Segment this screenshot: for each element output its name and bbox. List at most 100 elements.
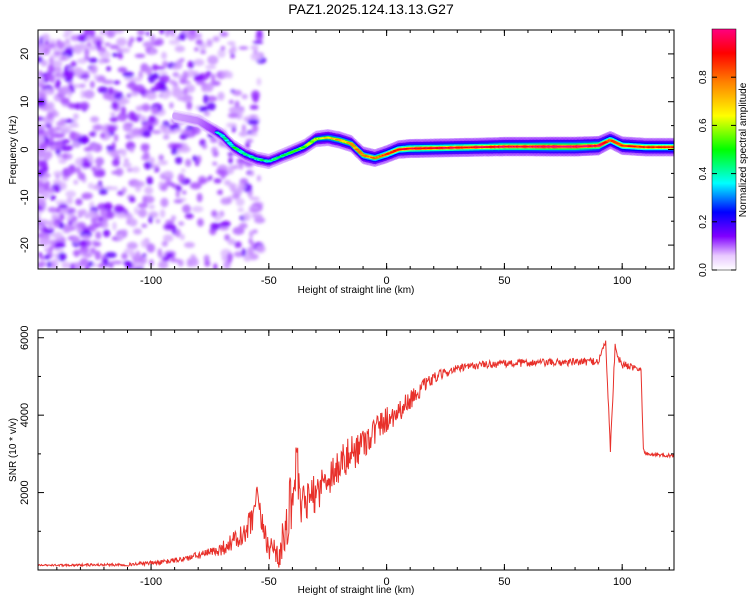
noise-blob bbox=[143, 195, 155, 204]
noise-blob bbox=[191, 71, 199, 76]
noise-blob bbox=[213, 178, 222, 184]
noise-blob bbox=[175, 156, 183, 165]
noise-blob bbox=[227, 41, 236, 46]
noise-blob bbox=[58, 203, 68, 209]
x-tick-label: 0 bbox=[384, 576, 390, 588]
noise-blob bbox=[197, 155, 202, 164]
noise-blob bbox=[48, 223, 53, 230]
noise-blob bbox=[113, 186, 118, 191]
noise-blob bbox=[172, 64, 179, 71]
noise-blob bbox=[84, 48, 90, 57]
noise-blob bbox=[210, 222, 221, 231]
noise-blob bbox=[192, 155, 198, 162]
noise-blob bbox=[38, 210, 42, 218]
noise-blob bbox=[189, 182, 202, 190]
noise-blob bbox=[72, 220, 78, 228]
noise-blob bbox=[219, 221, 229, 227]
snr-marks bbox=[38, 340, 674, 568]
noise-blob bbox=[187, 69, 195, 78]
noise-blob bbox=[219, 226, 230, 231]
noise-blob bbox=[179, 58, 185, 62]
noise-blob bbox=[93, 74, 99, 80]
noise-blob bbox=[44, 247, 50, 253]
noise-blob bbox=[158, 70, 168, 75]
ridge-cell bbox=[350, 144, 356, 146]
noise-blob bbox=[72, 119, 78, 128]
snr-y-label: SNR (10 * v/v) bbox=[8, 418, 19, 482]
noise-blob bbox=[241, 94, 248, 100]
colorbar-tick-label: 0.6 bbox=[698, 118, 709, 132]
noise-blob bbox=[77, 34, 88, 43]
noise-blob bbox=[54, 241, 66, 249]
noise-blob bbox=[89, 64, 98, 74]
noise-blob bbox=[52, 60, 63, 68]
noise-blob bbox=[205, 82, 214, 91]
noise-blob bbox=[106, 66, 112, 72]
ridge-cell bbox=[230, 145, 236, 147]
noise-blob bbox=[174, 45, 186, 53]
noise-blob bbox=[65, 190, 77, 198]
noise-blob bbox=[38, 48, 42, 56]
noise-blob bbox=[44, 40, 49, 45]
noise-blob bbox=[178, 221, 185, 226]
noise-blob bbox=[59, 182, 67, 190]
noise-blob bbox=[252, 40, 264, 45]
noise-blob bbox=[219, 31, 229, 37]
noise-blob bbox=[111, 101, 119, 110]
noise-blob bbox=[56, 41, 65, 48]
noise-blob bbox=[248, 132, 258, 137]
noise-blob bbox=[113, 80, 121, 85]
noise-blob bbox=[155, 66, 166, 70]
noise-blob bbox=[117, 66, 128, 73]
noise-blob bbox=[103, 229, 111, 238]
noise-blob bbox=[189, 30, 197, 35]
noise-blob bbox=[203, 110, 211, 117]
ridge-cell bbox=[228, 144, 234, 146]
noise-blob bbox=[173, 199, 183, 204]
noise-blob bbox=[220, 197, 232, 205]
noise-blob bbox=[160, 197, 169, 208]
noise-blob bbox=[130, 76, 143, 83]
noise-blob bbox=[142, 41, 155, 48]
noise-blob bbox=[62, 226, 71, 234]
noise-blob bbox=[72, 67, 84, 77]
noise-blob bbox=[129, 147, 135, 153]
noise-blob bbox=[109, 150, 118, 158]
noise-blob bbox=[129, 36, 135, 43]
noise-blob bbox=[128, 196, 136, 203]
noise-blob bbox=[92, 262, 98, 268]
noise-blob bbox=[115, 212, 127, 219]
noise-blob bbox=[120, 229, 128, 237]
noise-blob bbox=[53, 170, 64, 177]
noise-blob bbox=[182, 70, 189, 80]
noise-blob bbox=[122, 162, 132, 168]
noise-blob bbox=[160, 75, 167, 83]
noise-blob bbox=[133, 84, 145, 93]
noise-blob bbox=[121, 187, 127, 194]
noise-blob bbox=[198, 107, 208, 112]
noise-blob bbox=[71, 208, 76, 213]
noise-blob bbox=[49, 187, 54, 195]
noise-blob bbox=[90, 224, 96, 233]
noise-blob bbox=[179, 145, 191, 153]
figure-title: PAZ1.2025.124.13.13.G27 bbox=[288, 1, 454, 17]
noise-blob bbox=[249, 171, 255, 177]
noise-blob bbox=[57, 252, 67, 262]
noise-blob bbox=[38, 123, 46, 131]
noise-blob bbox=[62, 176, 69, 181]
noise-blob bbox=[39, 159, 48, 169]
noise-blob bbox=[38, 252, 43, 257]
noise-blob bbox=[122, 122, 133, 132]
noise-blob bbox=[131, 166, 140, 173]
noise-blob bbox=[83, 147, 92, 152]
noise-blob bbox=[215, 169, 226, 175]
noise-blob bbox=[128, 218, 138, 227]
noise-blob bbox=[101, 50, 111, 60]
noise-blob bbox=[160, 209, 166, 218]
x-tick-label: -50 bbox=[261, 576, 277, 588]
noise-blob bbox=[124, 248, 131, 254]
noise-blob bbox=[150, 34, 155, 43]
noise-blob bbox=[136, 36, 143, 42]
noise-blob bbox=[66, 196, 73, 205]
noise-blob bbox=[117, 51, 124, 60]
